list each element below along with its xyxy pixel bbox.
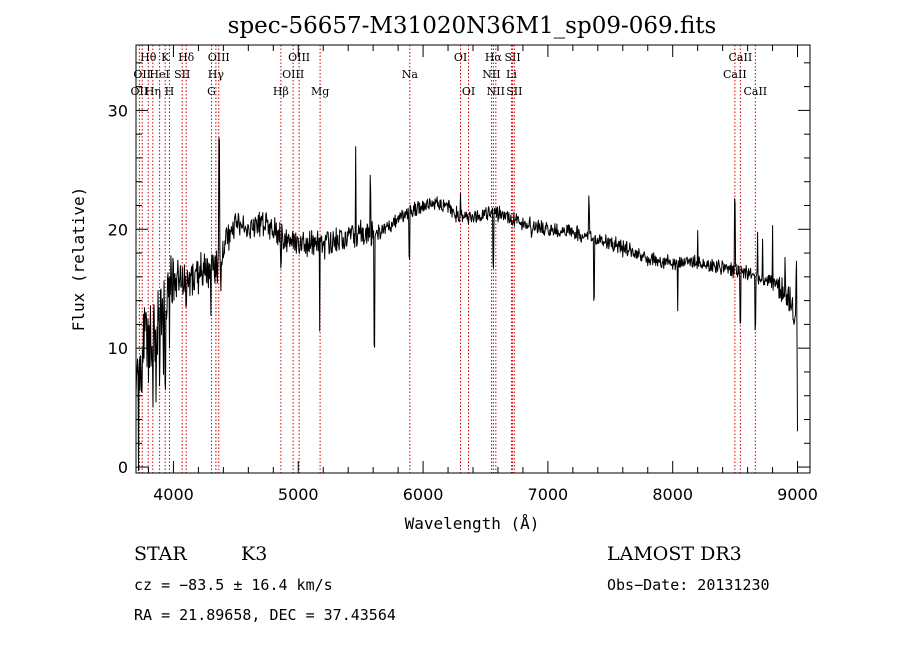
y-tick-label-3: 30 [108, 101, 128, 120]
line-label-4: HeI [149, 68, 169, 81]
line-label-27: CaII [743, 85, 767, 98]
line-label-1: OII [133, 68, 151, 81]
x-tick-label-1: 5000 [278, 485, 319, 504]
y-tick-label-1: 10 [108, 339, 128, 358]
line-label-7: SII [174, 68, 190, 81]
line-label-17: OI [454, 51, 467, 64]
x-tick-label-5: 9000 [777, 485, 818, 504]
line-label-22: Li [506, 68, 517, 81]
x-tick-label-0: 4000 [153, 485, 194, 504]
x-tick-label-4: 8000 [652, 485, 693, 504]
line-label-21: NII [487, 85, 505, 98]
y-axis-label: Flux (relative) [69, 187, 88, 332]
y-tick-label-2: 20 [108, 220, 128, 239]
spectrum-trace [135, 137, 798, 472]
line-label-11: OIII [208, 51, 230, 64]
line-label-13: OIII [282, 68, 304, 81]
survey-label: LAMOST DR3 [607, 543, 742, 565]
obs-date-text: Obs−Date: 20131230 [607, 576, 770, 594]
line-label-14: OIII [288, 51, 310, 64]
x-tick-label-2: 6000 [403, 485, 444, 504]
chart-title: spec-56657-M31020N36M1_sp09-069.fits [228, 13, 717, 39]
coordinates-text: RA = 21.89658, DEC = 37.43564 [134, 606, 396, 624]
line-label-0: OII [131, 85, 149, 98]
x-tick-label-3: 7000 [528, 485, 569, 504]
line-label-5: K [161, 51, 170, 64]
redshift-text: cz = −83.5 ± 16.4 km/s [134, 576, 333, 594]
x-axis-label: Wavelength (Å) [405, 514, 540, 533]
line-label-9: G [207, 85, 216, 98]
line-label-6: H [165, 85, 175, 98]
line-label-18: OI [462, 85, 475, 98]
line-label-3: Hη [145, 85, 161, 98]
line-label-2: Hθ [140, 51, 157, 64]
line-label-24: SII [506, 85, 522, 98]
line-label-25: CaII [723, 68, 747, 81]
line-label-26: CaII [729, 51, 753, 64]
axis-ticks [136, 45, 810, 473]
spectral-line-labels: OII OII Hθ Hη HeI K H SII Hδ G Hγ OIII Hβ OIII OIII Mg N… [131, 51, 768, 98]
line-label-16: Na [402, 68, 419, 81]
y-tick-label-0: 0 [118, 458, 128, 477]
line-label-12: Hβ [273, 85, 289, 98]
object-class: STAR [134, 543, 187, 565]
spectrum-layer [135, 137, 798, 472]
line-label-8: Hδ [178, 51, 195, 64]
line-label-15: Mg [311, 85, 329, 98]
line-label-23: SII [504, 51, 520, 64]
plot-frame [135, 44, 811, 474]
line-label-19: NII [482, 68, 500, 81]
line-label-20: Hα [485, 51, 503, 64]
axis-tick-labels: 4000 5000 6000 7000 8000 9000 0 10 20 30 [108, 101, 818, 504]
line-label-10: Hγ [208, 68, 225, 81]
object-subclass: K3 [241, 543, 267, 565]
